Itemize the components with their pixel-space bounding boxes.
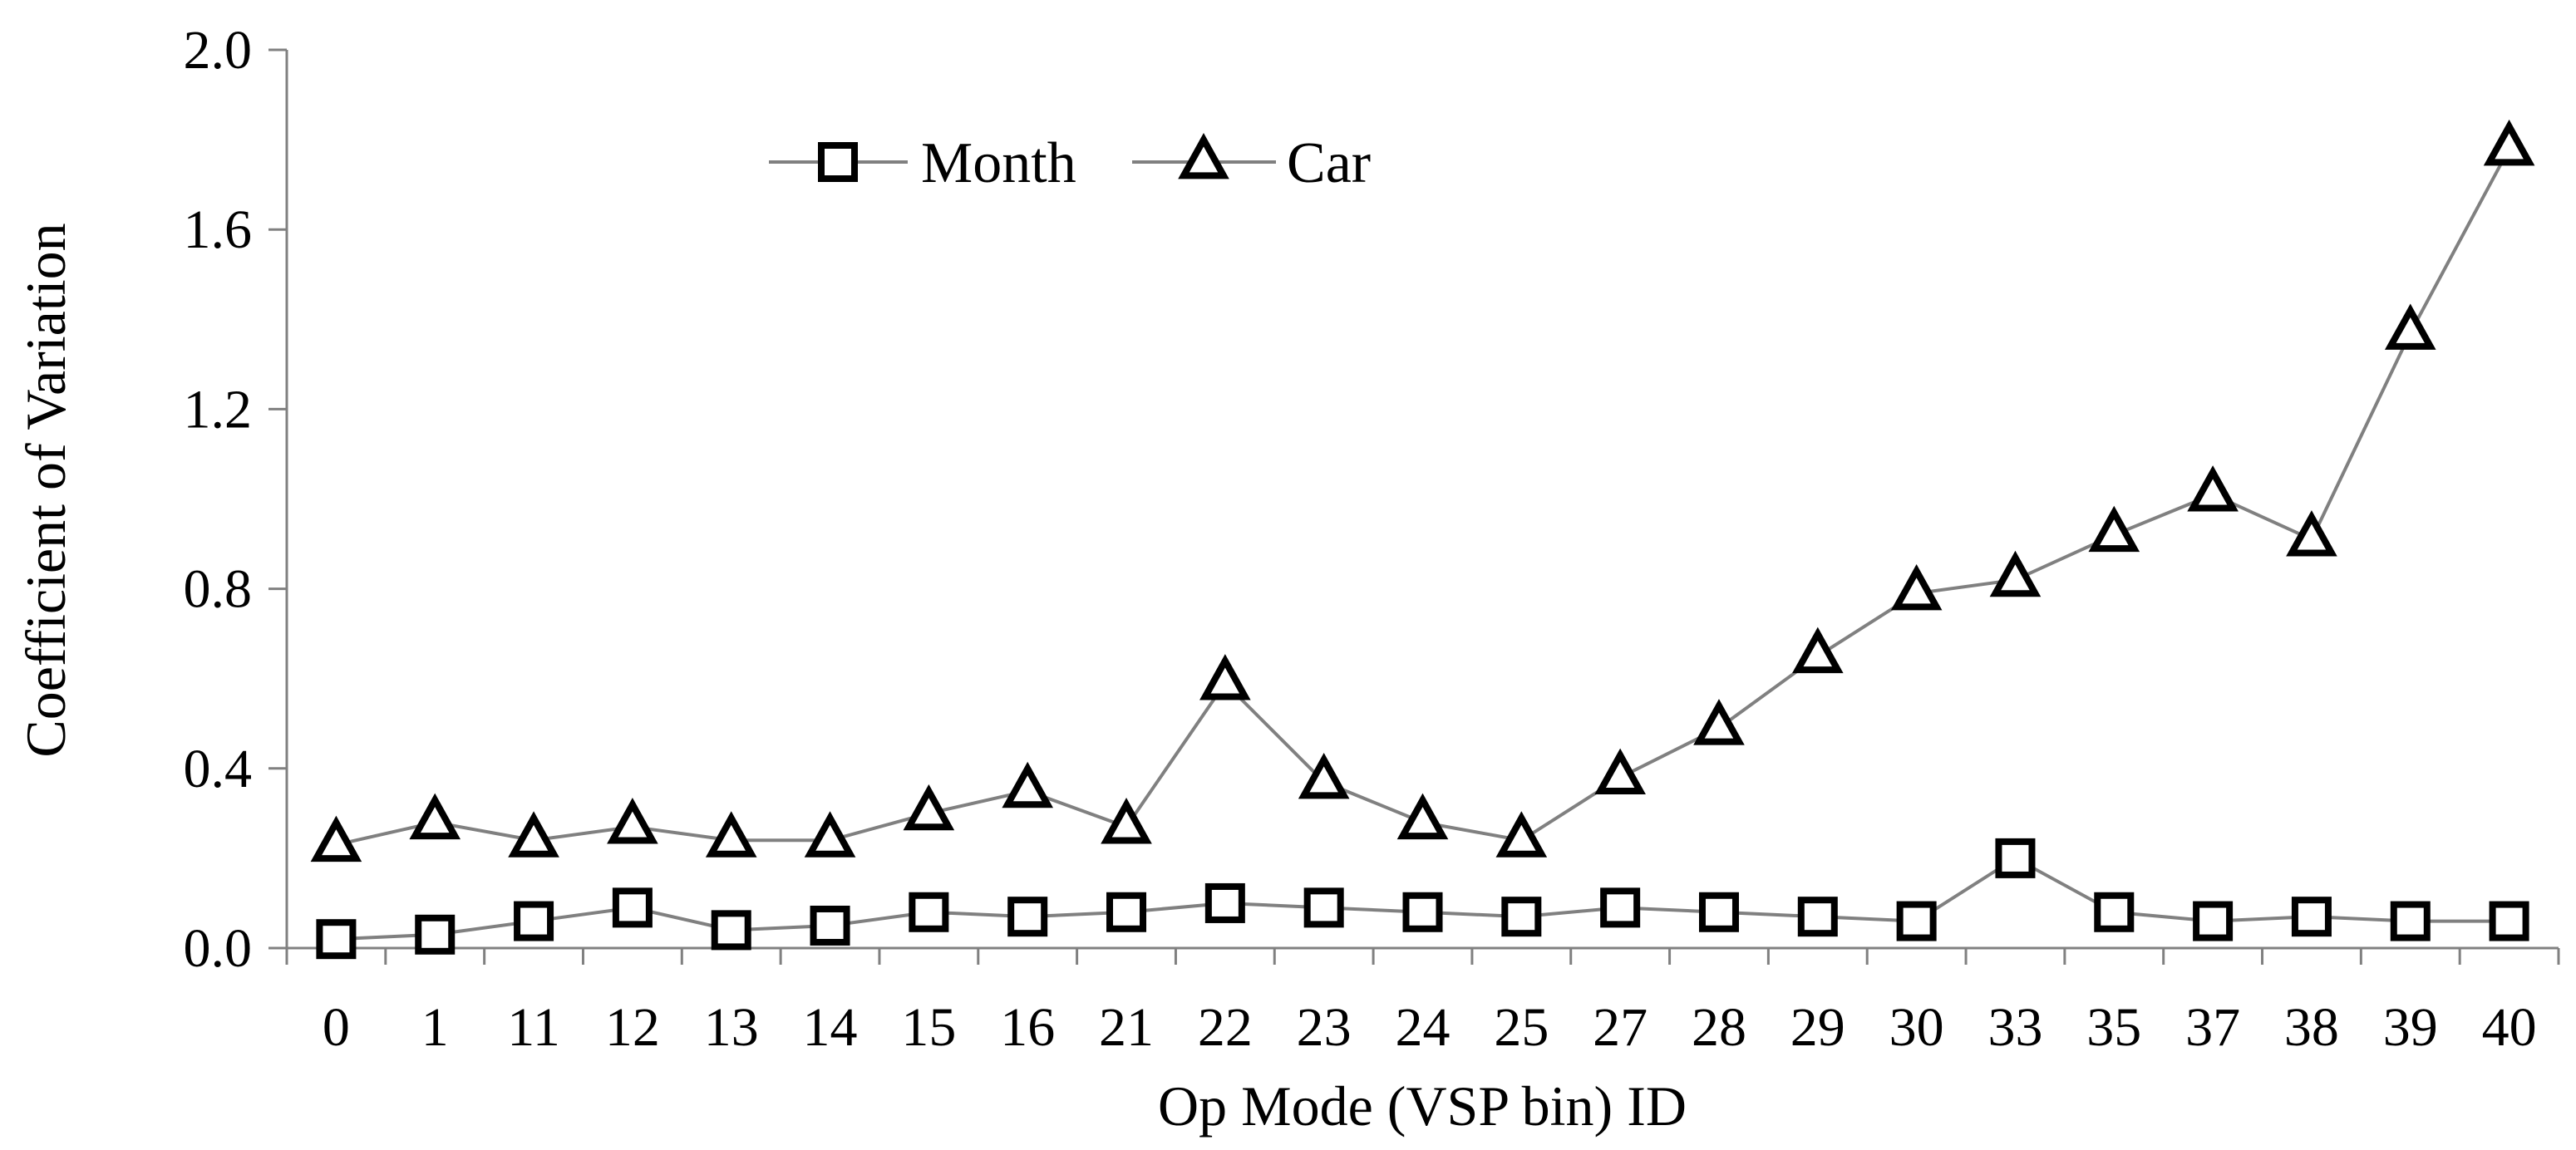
data-point-month xyxy=(415,914,456,955)
data-point-car xyxy=(705,811,757,858)
data-point-month xyxy=(2489,901,2529,941)
x-tick-label: 16 xyxy=(1000,997,1055,1058)
legend-marker-car xyxy=(1178,132,1229,179)
axes: 0.00.40.81.21.62.00 1 11 12 13 14 15 16 21 22 23 24… xyxy=(184,20,2560,1058)
data-point-month xyxy=(2390,901,2431,941)
data-point-month xyxy=(1402,892,1443,932)
x-tick-label: 0 xyxy=(323,997,350,1058)
series-month xyxy=(316,838,2529,960)
data-point-month xyxy=(1600,887,1641,928)
x-tick-label: 35 xyxy=(2086,997,2141,1058)
data-point-car xyxy=(607,798,658,844)
data-point-month xyxy=(810,905,850,946)
data-point-car xyxy=(1298,752,1350,799)
data-point-car xyxy=(310,815,362,862)
x-axis-title: Op Mode (VSP bin) ID xyxy=(1158,1074,1687,1138)
x-tick-label: 23 xyxy=(1297,997,1352,1058)
data-point-car xyxy=(1792,627,1844,674)
legend-label-car: Car xyxy=(1287,131,1371,195)
x-tick-label: 33 xyxy=(1987,997,2042,1058)
data-point-month xyxy=(711,910,751,951)
x-tick-label: 37 xyxy=(2185,997,2240,1058)
legend: Month Car xyxy=(769,131,1371,195)
data-point-car xyxy=(1890,563,1943,611)
series-layer xyxy=(310,119,2535,960)
data-point-car xyxy=(1199,654,1251,700)
y-tick-label: 2.0 xyxy=(184,20,253,81)
x-tick-label: 29 xyxy=(1790,997,1845,1058)
data-point-month xyxy=(1896,901,1937,941)
data-point-month xyxy=(514,901,554,941)
x-tick-label: 24 xyxy=(1396,997,1451,1058)
series-car xyxy=(310,119,2535,862)
x-tick-label: 27 xyxy=(1593,997,1648,1058)
x-tick-label: 25 xyxy=(1494,997,1549,1058)
x-tick-label: 15 xyxy=(901,997,956,1058)
data-point-car xyxy=(508,811,559,858)
data-point-car xyxy=(2384,303,2436,350)
legend-label-month: Month xyxy=(921,131,1076,195)
y-tick-label: 0.0 xyxy=(184,918,253,979)
data-point-month xyxy=(1995,838,2036,878)
x-tick-label: 30 xyxy=(1889,997,1944,1058)
y-tick-label: 0.4 xyxy=(184,739,253,799)
x-tick-label: 21 xyxy=(1099,997,1154,1058)
data-point-car xyxy=(409,793,461,840)
data-point-car xyxy=(2286,510,2337,557)
data-point-month xyxy=(909,892,949,932)
data-point-car xyxy=(1693,699,1745,745)
x-tick-label: 39 xyxy=(2383,997,2438,1058)
x-tick-label: 28 xyxy=(1692,997,1746,1058)
series-line-car xyxy=(335,147,2511,847)
y-tick-label: 0.8 xyxy=(184,559,253,620)
data-point-car xyxy=(804,811,856,858)
data-point-month xyxy=(2094,892,2135,932)
legend-item-month: Month xyxy=(769,131,1076,195)
data-point-car xyxy=(2483,119,2535,166)
y-axis-title: Coefficient of Variation xyxy=(14,223,77,757)
data-point-car xyxy=(1495,811,1548,858)
data-point-car xyxy=(1002,761,1053,808)
x-tick-label: 14 xyxy=(803,997,858,1058)
x-tick-label: 22 xyxy=(1198,997,1253,1058)
data-point-car xyxy=(1101,798,1152,844)
data-point-car xyxy=(1989,550,2042,597)
data-point-month xyxy=(1204,882,1245,923)
data-point-month xyxy=(2291,897,2332,937)
y-tick-label: 1.6 xyxy=(184,199,253,260)
x-tick-label: 1 xyxy=(421,997,449,1058)
data-point-car xyxy=(2187,465,2239,512)
data-point-month xyxy=(2193,901,2234,941)
data-point-month xyxy=(1501,897,1542,937)
x-tick-label: 40 xyxy=(2482,997,2537,1058)
x-tick-label: 11 xyxy=(507,997,560,1058)
data-point-car xyxy=(2088,505,2140,553)
data-point-month xyxy=(612,887,653,928)
data-point-month xyxy=(1698,892,1739,932)
data-point-month xyxy=(1007,897,1048,937)
x-tick-label: 12 xyxy=(605,997,660,1058)
data-point-car xyxy=(903,784,955,831)
data-point-month xyxy=(1106,892,1147,932)
data-point-month xyxy=(1797,897,1838,937)
x-tick-label: 13 xyxy=(704,997,759,1058)
data-point-car xyxy=(1396,793,1449,840)
data-point-month xyxy=(316,919,357,960)
legend-marker-month xyxy=(818,142,858,182)
y-tick-label: 1.2 xyxy=(184,379,253,440)
x-tick-label: 38 xyxy=(2284,997,2339,1058)
legend-item-car: Car xyxy=(1132,131,1371,195)
data-point-car xyxy=(1594,748,1646,795)
data-point-month xyxy=(1303,887,1344,928)
